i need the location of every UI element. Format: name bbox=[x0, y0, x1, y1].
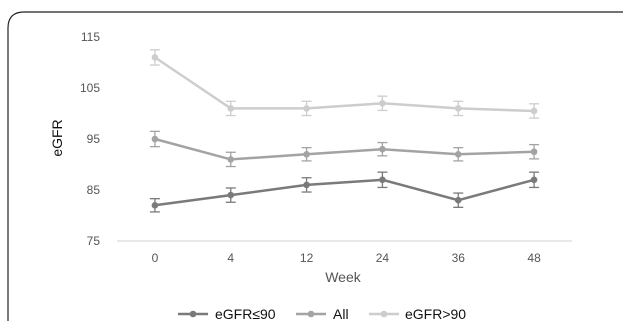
legend-swatch-marker bbox=[380, 310, 388, 318]
legend-label: eGFR≤90 bbox=[215, 306, 276, 321]
chart-panel-border bbox=[7, 11, 623, 321]
legend-swatch-marker bbox=[307, 310, 315, 318]
x-tick-label: 24 bbox=[376, 251, 390, 265]
x-tick-label: 0 bbox=[152, 251, 159, 265]
legend: eGFR≤90 All eGFR>90 bbox=[178, 306, 466, 321]
data-point bbox=[530, 148, 538, 156]
y-axis-title: eGFR bbox=[49, 119, 65, 156]
data-point bbox=[530, 176, 538, 184]
series-line bbox=[154, 137, 535, 161]
y-tick-label: 75 bbox=[87, 234, 101, 248]
series-layer bbox=[149, 49, 540, 213]
data-point bbox=[227, 191, 235, 199]
series-0 bbox=[149, 171, 540, 213]
data-point bbox=[303, 181, 310, 189]
data-point bbox=[151, 135, 159, 143]
series-2 bbox=[149, 49, 540, 119]
data-point bbox=[454, 151, 462, 158]
data-point bbox=[303, 105, 310, 112]
x-tick-label: 36 bbox=[452, 251, 466, 265]
series-line bbox=[154, 178, 535, 207]
y-tick-label: 105 bbox=[80, 81, 100, 95]
legend-label: All bbox=[333, 306, 349, 321]
y-tick-label: 115 bbox=[81, 30, 100, 44]
data-point bbox=[151, 202, 159, 209]
x-tick-label: 12 bbox=[300, 251, 314, 265]
data-point bbox=[379, 176, 386, 184]
legend-item: All bbox=[296, 306, 349, 321]
series-1 bbox=[149, 130, 540, 168]
x-tick-label: 48 bbox=[527, 251, 541, 265]
axis-layer: 75 85 95 105 115 0 4 12 24 36 48 bbox=[80, 30, 572, 265]
data-point bbox=[151, 54, 159, 61]
legend-item: eGFR>90 bbox=[369, 306, 466, 321]
legend-swatch-marker bbox=[189, 310, 197, 318]
y-tick-label: 85 bbox=[87, 183, 101, 197]
series-line bbox=[154, 56, 535, 113]
legend-item: eGFR≤90 bbox=[178, 306, 276, 321]
y-tick-label: 95 bbox=[87, 132, 101, 146]
x-axis-title: Week bbox=[325, 269, 362, 285]
data-point bbox=[227, 156, 235, 163]
data-point bbox=[454, 196, 462, 204]
data-point bbox=[379, 145, 386, 153]
data-point bbox=[379, 100, 386, 107]
data-point bbox=[454, 105, 462, 112]
x-tick-label: 4 bbox=[227, 251, 234, 265]
data-point bbox=[227, 105, 235, 112]
data-point bbox=[530, 107, 538, 115]
data-point bbox=[303, 151, 310, 158]
legend-label: eGFR>90 bbox=[405, 306, 466, 321]
